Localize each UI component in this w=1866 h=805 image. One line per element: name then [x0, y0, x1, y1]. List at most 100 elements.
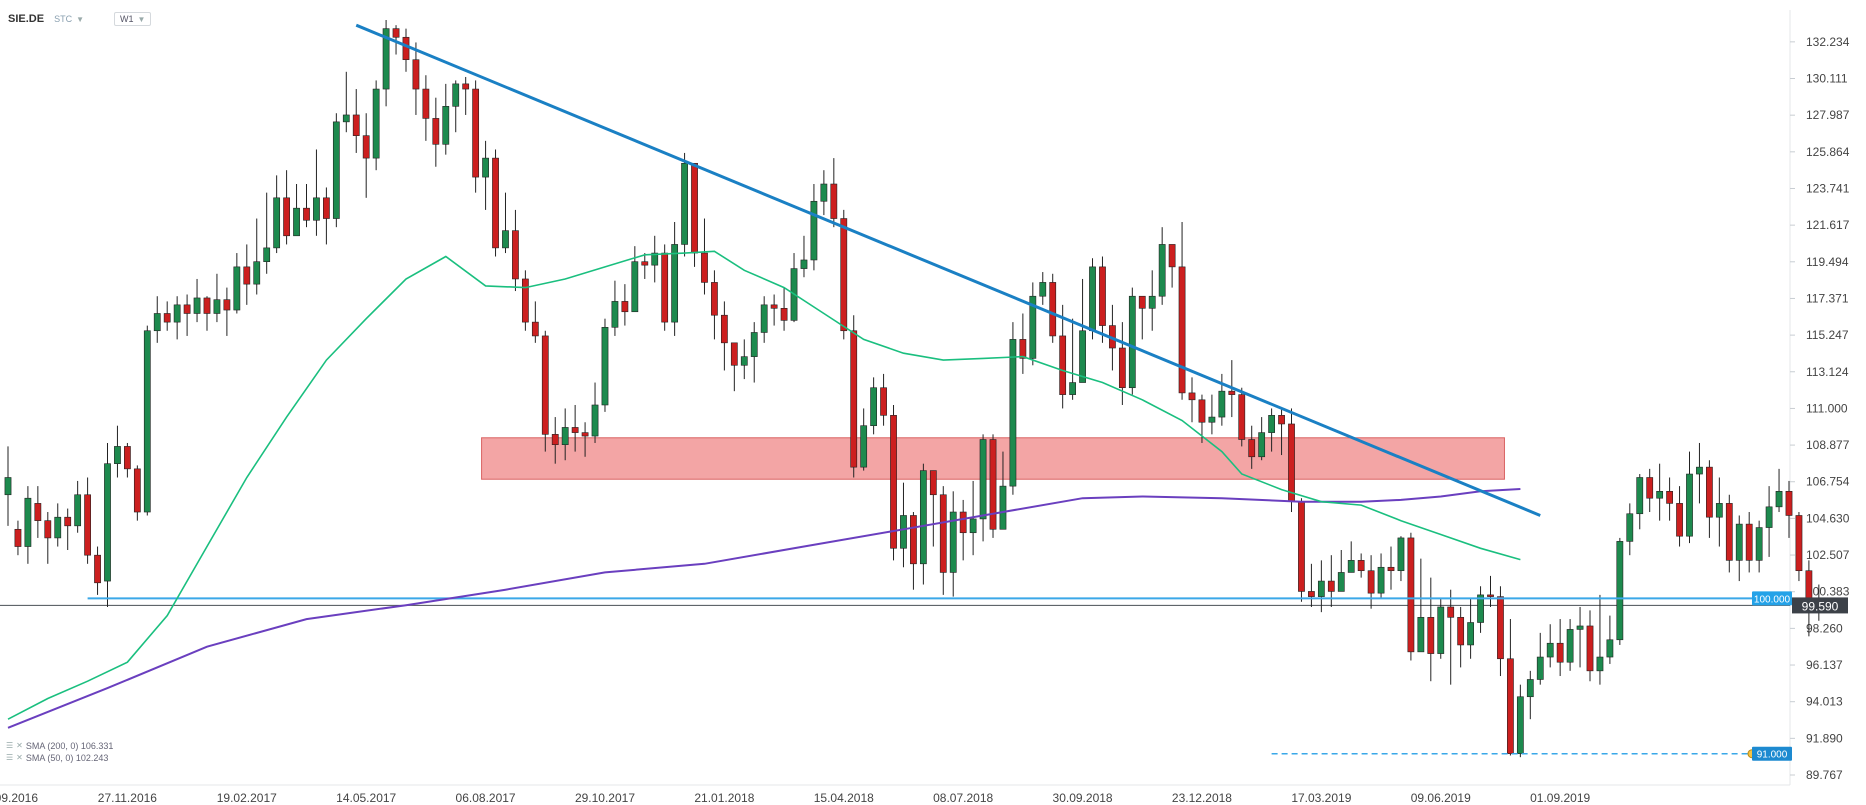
candle-bullish [740, 339, 748, 380]
candle-body [1228, 390, 1236, 395]
chart-toolbar: SIE.DE STC ▼ W1 ▼ [8, 10, 152, 28]
candle-bearish [303, 184, 310, 228]
price-tick-label: 98.260 [1806, 621, 1843, 635]
candle-bullish [1347, 541, 1355, 573]
candle-bearish [1785, 480, 1793, 538]
candle-body [1367, 570, 1375, 594]
close-icon[interactable]: ✕ [16, 741, 23, 750]
legend-row-sma50[interactable]: ☰ ✕ SMA (50, 0) 102.243 [6, 752, 113, 764]
candle-body [1477, 594, 1484, 623]
candle-bearish [1138, 295, 1146, 340]
candle-bearish [1308, 563, 1315, 607]
candle-bullish [671, 221, 679, 336]
candle-body [1059, 335, 1067, 395]
price-tick-label: 100.383 [1806, 585, 1850, 599]
price-tick-label: 123.741 [1806, 181, 1850, 195]
candle-bearish [422, 75, 430, 141]
candle-body [999, 485, 1007, 530]
candle-body [1208, 416, 1216, 423]
time-tick-label: 30.09.2018 [1053, 791, 1113, 805]
candle-body [313, 197, 320, 221]
candle-bearish [1586, 610, 1594, 682]
candle-bullish [1208, 394, 1216, 435]
candle-bearish [124, 442, 131, 478]
candle-body [422, 88, 430, 119]
candle-body [243, 266, 251, 285]
candle-bullish [1626, 503, 1634, 556]
candle-body [1357, 560, 1365, 572]
candle-bearish [910, 512, 917, 590]
last-price-tag-label: 99.590 [1802, 599, 1839, 613]
candle-body [1556, 642, 1564, 663]
timeframe-selector[interactable]: W1 ▼ [114, 12, 152, 26]
candle-bearish [571, 404, 579, 452]
candle-body [1656, 491, 1664, 499]
settings-icon[interactable]: ☰ [6, 741, 14, 750]
candle-body [223, 299, 231, 311]
candle-body [1686, 473, 1693, 537]
candle-body [1755, 527, 1763, 561]
candle-body [1258, 432, 1266, 458]
price-tick-label: 94.013 [1806, 695, 1843, 709]
candle-body [4, 477, 12, 496]
candle-bullish [1467, 598, 1474, 659]
candle-bearish [1178, 221, 1186, 400]
candle-bullish [999, 451, 1007, 530]
candle-bearish [1487, 575, 1494, 607]
candle-body [442, 106, 450, 145]
candle-body [720, 314, 728, 344]
candle-body [919, 470, 927, 565]
close-icon[interactable]: ✕ [16, 753, 23, 762]
candle-body [800, 259, 808, 269]
candle-body [84, 494, 91, 556]
candle-body [900, 515, 907, 549]
candle-bearish [44, 512, 52, 564]
candle-body [332, 121, 340, 219]
candle-body [1178, 266, 1186, 394]
candle-body [1407, 537, 1415, 653]
candle-bearish [541, 330, 549, 452]
candle-bearish [989, 434, 997, 538]
candle-bearish [581, 422, 589, 457]
candle-body [382, 28, 390, 90]
candle-body [1218, 390, 1226, 418]
time-tick-label: 14.05.2017 [336, 791, 396, 805]
candle-body [1317, 580, 1325, 597]
candle-body [641, 261, 649, 266]
trendline [355, 23, 1541, 517]
candle-body [820, 183, 828, 202]
market-selector[interactable]: STC ▼ [54, 14, 84, 24]
candle-bullish [313, 149, 320, 236]
candle-bullish [1089, 258, 1096, 340]
candle-body [571, 427, 579, 433]
settings-icon[interactable]: ☰ [6, 753, 14, 762]
candle-body [133, 468, 141, 513]
candle-bearish [1457, 606, 1465, 668]
candle-body [1596, 656, 1604, 672]
candle-bullish [382, 20, 390, 107]
candle-body [979, 439, 987, 520]
candle-body [870, 387, 878, 427]
candle-body [1457, 617, 1465, 646]
candle-bearish [1288, 408, 1295, 513]
candle-body [1606, 639, 1614, 658]
legend-row-sma200[interactable]: ☰ ✕ SMA (200, 0) 106.331 [6, 740, 113, 752]
candle-body [1387, 566, 1395, 572]
time-tick-label: 27.11.2016 [98, 791, 157, 805]
candle-bearish [323, 187, 330, 245]
candle-bullish [820, 170, 828, 216]
candle-body [691, 162, 698, 254]
price-tick-label: 119.494 [1806, 255, 1849, 269]
symbol-label[interactable]: SIE.DE [8, 13, 45, 25]
sma200-line [7, 488, 1521, 729]
candle-bullish [1686, 451, 1693, 544]
candle-body [1089, 266, 1096, 332]
candle-bullish [233, 253, 241, 314]
candle-body [581, 432, 589, 437]
candle-body [1238, 394, 1246, 440]
candle-body [1099, 266, 1106, 326]
candle-bearish [512, 209, 519, 292]
candle-bullish [1337, 550, 1345, 592]
target-price-tag-label: 91.000 [1757, 750, 1788, 761]
